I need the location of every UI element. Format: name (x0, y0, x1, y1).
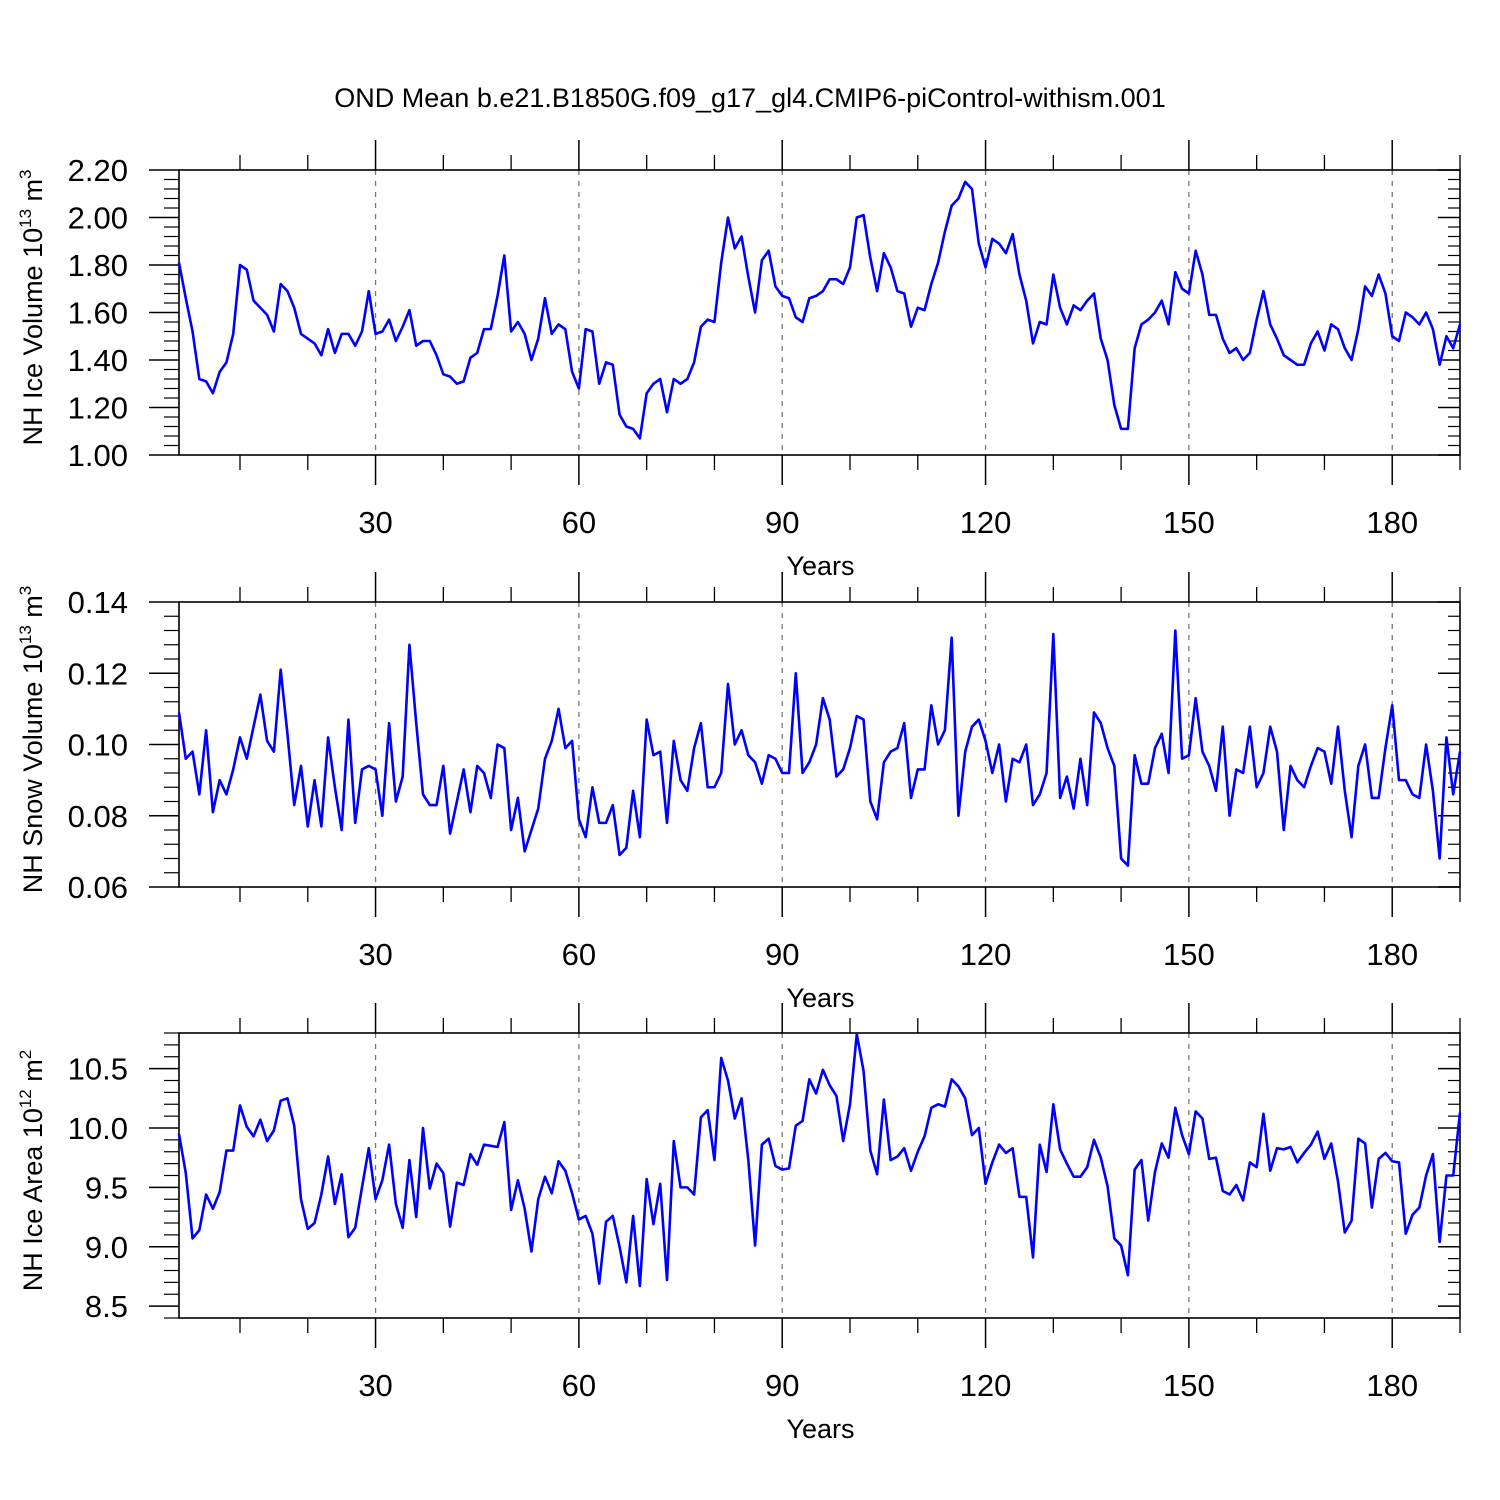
x-tick-label: 30 (358, 505, 392, 540)
y-tick-label: 9.0 (85, 1230, 128, 1265)
plot-frame (178, 169, 1461, 456)
x-tick-label: 150 (1163, 1368, 1215, 1403)
x-tick-label: 60 (562, 937, 596, 972)
y-tick-label: 2.00 (68, 201, 128, 236)
y-tick-label: 0.06 (68, 870, 128, 905)
panels: 30 60 90 120 150 180 1.00 1.20 1.40 1.60 1.80 2.00 2… (16, 140, 1462, 1444)
y-tick-label: 10.5 (68, 1052, 128, 1087)
chart-panel-1: 30 60 90 120 150 180 1.00 1.20 1.40 1.60 1.80 2.00 2… (16, 140, 1462, 581)
x-tick-label: 180 (1366, 937, 1418, 972)
y-axis-title: NH Ice Area 1012 m2 (16, 1050, 48, 1291)
y-tick-label: 0.10 (68, 728, 128, 763)
x-tick-label: 60 (562, 1368, 596, 1403)
x-tick-label: 120 (960, 937, 1012, 972)
y-tick-label: 1.40 (68, 343, 128, 378)
x-tick-label: 60 (562, 505, 596, 540)
y-tick-label: 0.14 (68, 585, 128, 620)
y-tick-label: 1.20 (68, 391, 128, 426)
x-tick-label: 30 (358, 1368, 392, 1403)
series-line-nh-snow-volume (177, 629, 1462, 867)
x-axis-title: Years (786, 983, 854, 1013)
x-tick-label: 90 (765, 505, 799, 540)
x-tick-label: 150 (1163, 937, 1215, 972)
y-tick-label: 8.5 (85, 1289, 128, 1324)
y-tick-label: 1.80 (68, 248, 128, 283)
x-axis-title: Years (786, 551, 854, 581)
y-tick-label: 0.08 (68, 799, 128, 834)
x-tick-label: 180 (1366, 505, 1418, 540)
y-tick-label: 2.20 (68, 153, 128, 188)
y-tick-label: 1.00 (68, 438, 128, 473)
x-tick-label: 180 (1366, 1368, 1418, 1403)
series-line-nh-ice-volume (177, 180, 1462, 440)
x-axis-title: Years (786, 1414, 854, 1444)
y-axis-title: NH Snow Volume 1013 m3 (16, 586, 48, 894)
x-tick-label: 90 (765, 937, 799, 972)
x-tick-label: 30 (358, 937, 392, 972)
series-line-nh-ice-area (177, 1032, 1462, 1288)
x-tick-label: 120 (960, 1368, 1012, 1403)
x-tick-label: 90 (765, 1368, 799, 1403)
y-tick-label: 1.60 (68, 296, 128, 331)
y-tick-label: 10.0 (68, 1111, 128, 1146)
x-tick-label: 120 (960, 505, 1012, 540)
plot-frame (178, 1032, 1461, 1319)
figure-title: OND Mean b.e21.B1850G.f09_g17_gl4.CMIP6-… (334, 83, 1165, 113)
plot-frame (178, 601, 1461, 888)
x-tick-label: 150 (1163, 505, 1215, 540)
y-tick-label: 9.5 (85, 1170, 128, 1205)
y-tick-label: 0.12 (68, 656, 128, 691)
chart-panel-2: 30 60 90 120 150 180 0.06 0.08 0.10 0.12 0.14 Years… (16, 572, 1462, 1013)
chart-panel-3: 30 60 90 120 150 180 8.5 9.0 9.5 10.0 10.5 Years NH … (16, 1003, 1462, 1444)
y-axis-title: NH Ice Volume 1013 m3 (16, 170, 48, 446)
